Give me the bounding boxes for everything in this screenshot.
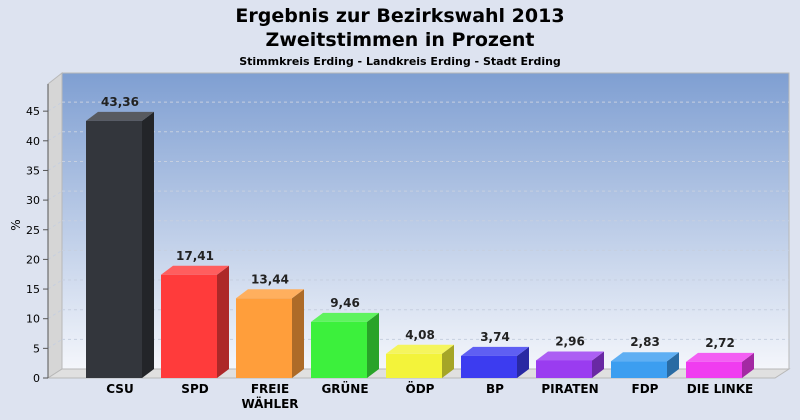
- bar-top: [536, 351, 604, 361]
- bar-side: [592, 351, 604, 378]
- bar-front: [611, 361, 667, 378]
- category-label: PIRATEN: [541, 382, 598, 396]
- bar-side: [142, 111, 154, 379]
- chart-subtitle: Zweitstimmen in Prozent: [265, 29, 535, 51]
- bar: 9,46: [311, 296, 379, 378]
- grid-line-side: [47, 131, 63, 142]
- category-label: ÖDP: [406, 381, 435, 396]
- bar-value-label: 13,44: [251, 272, 289, 286]
- bar: 2,83: [611, 335, 679, 378]
- y-tick-label: 0: [33, 372, 40, 385]
- y-tick-label: 45: [26, 105, 40, 118]
- grid-line-side: [47, 249, 63, 260]
- grid-line-side: [47, 309, 63, 320]
- category-label: BP: [486, 382, 504, 396]
- bar: 13,44: [236, 272, 304, 378]
- bar: 43,36: [86, 95, 154, 379]
- bar-value-label: 4,08: [405, 328, 435, 342]
- y-tick-label: 20: [26, 253, 40, 266]
- bar-front: [686, 361, 742, 378]
- bar: 2,96: [536, 334, 604, 378]
- grid-line-side: [47, 220, 63, 231]
- bar-front: [461, 355, 517, 378]
- bar-value-label: 43,36: [101, 95, 139, 109]
- bar-top: [236, 289, 304, 299]
- category-label: CSU: [106, 382, 133, 396]
- grid-line-side: [47, 338, 63, 349]
- bar: 3,74: [461, 330, 529, 378]
- y-tick-label: 40: [26, 135, 40, 148]
- y-tick-label: 30: [26, 194, 40, 207]
- y-tick-label: 15: [26, 283, 40, 296]
- bar-top: [611, 352, 679, 362]
- category-label: SPD: [181, 382, 208, 396]
- bar-front: [86, 120, 142, 379]
- bar-side: [667, 352, 679, 378]
- bar-top: [386, 344, 454, 354]
- bar-value-label: 17,41: [176, 249, 214, 263]
- bar-top: [686, 352, 754, 362]
- bar-front: [236, 298, 292, 378]
- bar-value-label: 2,72: [705, 336, 735, 350]
- bar-side: [517, 346, 529, 378]
- grid-line-side: [47, 190, 63, 201]
- bar-front: [386, 353, 442, 378]
- bar-top: [161, 265, 229, 275]
- category-label: GRÜNE: [321, 381, 368, 396]
- category-label: FDP: [632, 382, 659, 396]
- category-label: DIE LINKE: [687, 382, 753, 396]
- bar-top: [461, 346, 529, 356]
- y-tick-label: 25: [26, 224, 40, 237]
- bar-front: [161, 274, 217, 378]
- bar-front: [311, 321, 367, 378]
- category-label: FREIE: [251, 382, 289, 396]
- y-tick-label: 5: [33, 342, 40, 355]
- category-label: WÄHLER: [241, 396, 298, 411]
- bar-value-label: 3,74: [480, 330, 510, 344]
- bar-top: [311, 312, 379, 322]
- bar-side: [442, 344, 454, 378]
- bar-side: [742, 352, 754, 378]
- bar-side: [217, 265, 229, 378]
- y-tick-label: 10: [26, 313, 40, 326]
- grid-line-side: [47, 279, 63, 290]
- bar-top: [86, 111, 154, 121]
- bar-front: [536, 360, 592, 378]
- chart-region-subtitle: Stimmkreis Erding - Landkreis Erding - S…: [239, 55, 561, 68]
- bar-side: [292, 289, 304, 378]
- y-axis-label: %: [9, 219, 23, 230]
- bar-value-label: 2,83: [630, 335, 660, 349]
- y-tick-label: 35: [26, 164, 40, 177]
- grid-line-side: [47, 101, 63, 112]
- bar-side: [367, 312, 379, 378]
- bar-value-label: 2,96: [555, 334, 585, 348]
- bar-value-label: 9,46: [330, 296, 360, 310]
- grid-line-side: [47, 161, 63, 171]
- bar: 4,08: [386, 328, 454, 378]
- bar: 2,72: [686, 336, 754, 378]
- bar: 17,41: [161, 249, 229, 378]
- chart-title: Ergebnis zur Bezirkswahl 2013: [235, 5, 565, 27]
